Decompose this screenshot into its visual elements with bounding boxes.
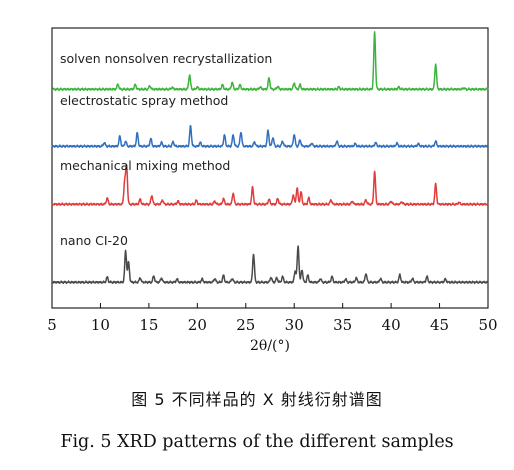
plot-frame — [51, 27, 489, 309]
x-tick-label: 25 — [236, 316, 255, 334]
x-axis-label: 2θ/(°) — [250, 338, 290, 354]
series-line — [51, 163, 489, 207]
series-line — [51, 124, 489, 149]
series-label: nano CI-20 — [60, 233, 128, 248]
traces — [51, 31, 489, 285]
x-tick-label: 40 — [382, 316, 401, 334]
x-tick-label: 30 — [285, 316, 304, 334]
figure-caption-english: Fig. 5 XRD patterns of the different sam… — [60, 432, 454, 452]
series-label: electrostatic spray method — [60, 93, 228, 108]
x-tick-label: 35 — [333, 316, 352, 334]
x-tick-label: 50 — [478, 316, 497, 334]
x-axis-ticks: 5 10 15 20 25 30 35 40 45 50 — [47, 303, 498, 334]
x-tick-label: 5 — [47, 316, 57, 334]
x-tick-label: 45 — [430, 316, 449, 334]
series-labels: solven nonsolven recrystallization electr… — [60, 51, 272, 248]
figure-caption-chinese: 图 5 不同样品的 X 射线衍射谱图 — [131, 390, 383, 409]
series-label: solven nonsolven recrystallization — [60, 51, 272, 66]
x-tick-label: 15 — [139, 316, 158, 334]
x-tick-label: 10 — [91, 316, 110, 334]
series-line — [51, 31, 489, 92]
xrd-chart: solven nonsolven recrystallization electr… — [47, 27, 498, 354]
series-line — [51, 245, 489, 285]
series-label: mechanical mixing method — [60, 158, 230, 173]
x-tick-label: 20 — [188, 316, 207, 334]
